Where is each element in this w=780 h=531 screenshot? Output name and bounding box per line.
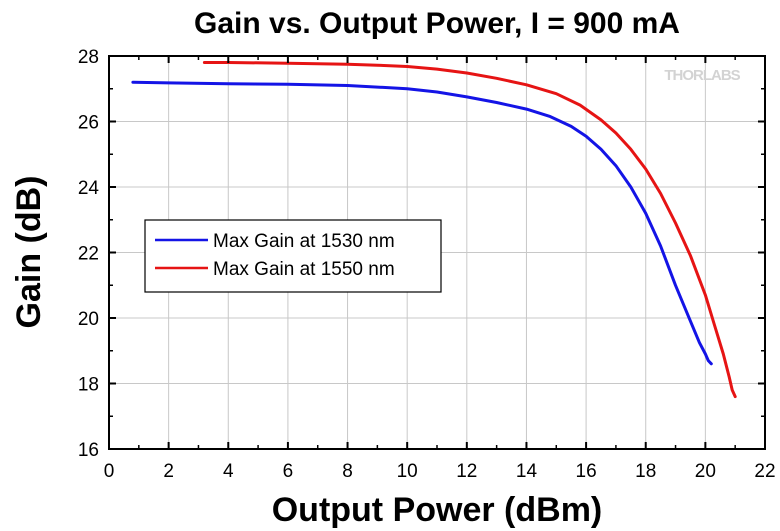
legend: Max Gain at 1530 nm Max Gain at 1550 nm: [144, 219, 442, 293]
x-tick-label: 8: [342, 461, 353, 482]
y-tick-label: 18: [78, 375, 99, 396]
thorlabs-watermark: THORLABS: [664, 67, 740, 84]
series-line-1550nm: [202, 61, 737, 399]
y-tick-label: 22: [78, 244, 99, 265]
y-tick-label: 20: [78, 309, 99, 330]
y-tick-label: 26: [78, 113, 99, 134]
legend-box: [144, 219, 442, 293]
x-tick-label: 18: [635, 461, 656, 482]
x-tick-label: 16: [576, 461, 597, 482]
x-tick-label: 4: [223, 461, 234, 482]
x-axis-label: Output Power (dBm): [272, 491, 603, 529]
x-tick-label: 2: [163, 461, 174, 482]
x-tick-label: 22: [754, 461, 775, 482]
y-tick-labels: 16 18 20 22 24 26 28: [78, 47, 100, 461]
y-tick-label: 28: [78, 47, 99, 68]
legend-label-1530: Max Gain at 1530 nm: [213, 231, 395, 252]
y-axis-label: Gain (dB): [10, 176, 48, 329]
y-tick-label: 24: [78, 178, 100, 199]
y-tick-label: 16: [78, 440, 99, 461]
axis-ticks: [108, 55, 766, 450]
series-lines: [131, 61, 737, 399]
legend-label-1550: Max Gain at 1550 nm: [213, 259, 395, 280]
chart-title: Gain vs. Output Power, I = 900 mA: [194, 7, 680, 40]
x-tick-label: 20: [695, 461, 716, 482]
x-tick-labels: 0 2 4 6 8 10 12 14 16 18 20 22: [104, 461, 776, 482]
x-tick-label: 10: [397, 461, 418, 482]
x-tick-label: 12: [456, 461, 477, 482]
series-line-1530nm: [131, 80, 713, 366]
x-tick-label: 6: [283, 461, 294, 482]
x-tick-label: 14: [516, 461, 538, 482]
x-tick-label: 0: [104, 461, 115, 482]
